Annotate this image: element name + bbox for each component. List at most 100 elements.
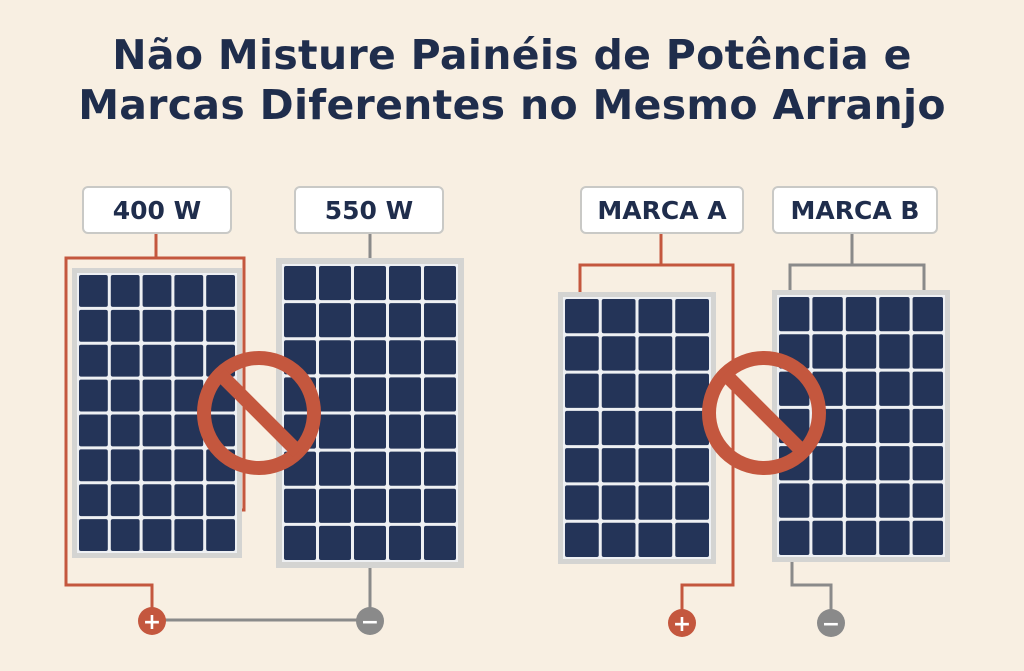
solar-cell [879, 371, 910, 406]
solar-cell [565, 522, 599, 557]
solar-cell [174, 519, 204, 551]
solar-cell [389, 525, 421, 560]
solar-cell [206, 519, 235, 551]
solar-cell [110, 484, 140, 517]
solar-cell [845, 334, 877, 369]
page-title: Não Misture Painéis de Potência e Marcas… [0, 30, 1024, 130]
solar-cell [389, 377, 421, 412]
solar-cell [110, 519, 140, 551]
solar-cell [206, 275, 235, 307]
solar-cell [912, 446, 943, 481]
solar-cell [389, 414, 421, 449]
solar-cell [779, 483, 810, 518]
title-line-2: Marcas Diferentes no Mesmo Arranjo [78, 81, 946, 129]
solar-cell [174, 449, 204, 482]
solar-cell [206, 309, 235, 342]
solar-cell [424, 414, 456, 449]
solar-panel-marca-a [558, 292, 716, 564]
solar-cell [812, 446, 843, 481]
title-line-1: Não Misture Painéis de Potência e [112, 31, 912, 79]
solar-cell [174, 484, 204, 517]
solar-cell [319, 488, 351, 523]
solar-cell [601, 410, 636, 446]
solar-cell [601, 485, 636, 520]
solar-cell [79, 414, 108, 447]
solar-cell [354, 377, 386, 412]
solar-cell [638, 410, 673, 446]
solar-cell [424, 266, 456, 301]
solar-cell [79, 484, 108, 517]
solar-cell [638, 522, 673, 557]
solar-cell [812, 297, 843, 332]
solar-cell [638, 485, 673, 520]
solar-cell [424, 488, 456, 523]
positive-wire [64, 256, 154, 620]
solar-cell [675, 485, 709, 520]
solar-cell [142, 484, 172, 517]
solar-cell [565, 410, 599, 446]
solar-cell [601, 448, 636, 483]
solar-cell [424, 377, 456, 412]
solar-panel-400w [72, 268, 242, 558]
solar-cell [565, 299, 599, 334]
positive-terminal-label: + [143, 610, 161, 635]
solar-cell [354, 451, 386, 486]
solar-cell [389, 266, 421, 301]
solar-cell [174, 309, 204, 342]
solar-cell [354, 266, 386, 301]
plus-icon: + [668, 609, 696, 637]
solar-cell [174, 344, 204, 377]
solar-cell [879, 483, 910, 518]
solar-cell [912, 297, 943, 332]
solar-cell [565, 485, 599, 520]
solar-cell [565, 448, 599, 483]
prohibition-icon [702, 351, 826, 475]
positive-terminal-label: + [673, 612, 691, 637]
solar-cell [142, 309, 172, 342]
solar-cell [110, 449, 140, 482]
solar-cell [174, 275, 204, 307]
solar-cell [284, 525, 316, 560]
solar-cell [174, 379, 204, 412]
solar-cell [354, 414, 386, 449]
brand-comparison-group: + − [558, 233, 950, 637]
solar-cell [812, 483, 843, 518]
solar-cell [879, 520, 910, 555]
solar-cell [319, 414, 351, 449]
prohibition-icon [197, 351, 321, 475]
solar-panel-550w [276, 258, 464, 568]
solar-cell [79, 309, 108, 342]
solar-cell [110, 344, 140, 377]
solar-cell [79, 275, 108, 307]
negative-terminal-label: − [361, 610, 379, 635]
solar-cell [675, 522, 709, 557]
solar-cell [675, 410, 709, 446]
minus-icon: − [356, 607, 384, 635]
solar-cell [284, 488, 316, 523]
solar-cell [389, 340, 421, 375]
solar-cell [912, 371, 943, 406]
solar-cell [319, 340, 351, 375]
minus-icon: − [817, 609, 845, 637]
negative-terminal-label: − [822, 612, 840, 637]
label-marca-a: MARCA A [580, 186, 744, 234]
positive-wire [578, 263, 735, 622]
solar-cell [601, 299, 636, 334]
solar-cell [675, 373, 709, 408]
solar-cell [389, 303, 421, 338]
solar-cell [354, 303, 386, 338]
solar-cell [142, 379, 172, 412]
solar-cell [142, 414, 172, 447]
solar-cell [601, 373, 636, 408]
solar-cell [845, 297, 877, 332]
solar-cell [319, 266, 351, 301]
solar-cell [142, 519, 172, 551]
power-comparison-group: + − [64, 234, 464, 635]
label-marca-b: MARCA B [772, 186, 938, 234]
solar-cell [79, 519, 108, 551]
solar-cell [845, 371, 877, 406]
solar-cell [79, 344, 108, 377]
solar-cell [779, 297, 810, 332]
solar-cell [319, 303, 351, 338]
